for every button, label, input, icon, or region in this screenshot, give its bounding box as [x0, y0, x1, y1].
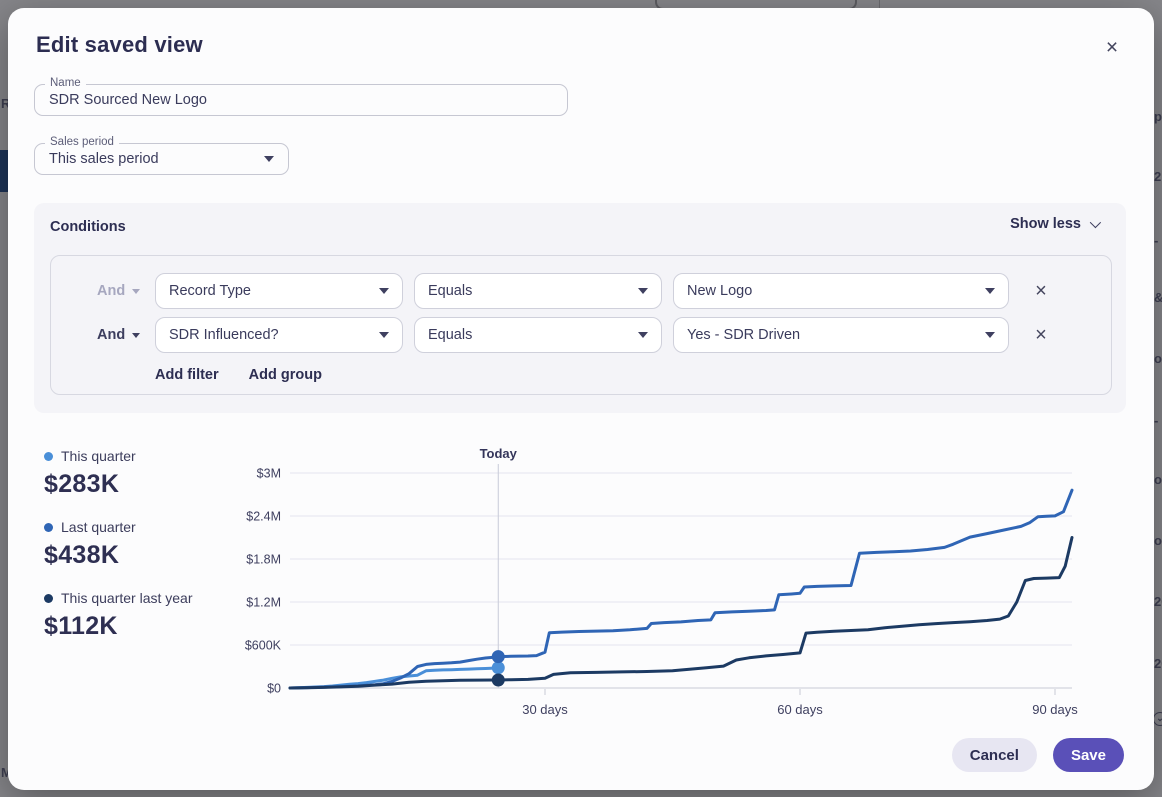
value-value: New Logo: [687, 283, 753, 299]
modal-footer: Cancel Save: [951, 738, 1124, 772]
dropdown-arrow-icon: [379, 332, 389, 338]
legend-value: $438K: [44, 541, 120, 569]
comparator-dropdown[interactable]: Equals: [414, 317, 662, 353]
legend-item: Last quarter: [44, 519, 234, 535]
series-line: [288, 488, 1074, 690]
show-less-button[interactable]: Show less: [1010, 216, 1102, 232]
backdrop-text-fragment: o: [1154, 351, 1162, 366]
condition-row: And Record Type Equals New Logo ×: [97, 273, 1054, 309]
dropdown-arrow-icon: [985, 288, 995, 294]
sales-period-value: This sales period: [49, 151, 159, 167]
comparator-dropdown[interactable]: Equals: [414, 273, 662, 309]
dropdown-arrow-icon: [132, 332, 141, 338]
backdrop-text-fragment: 20: [1154, 594, 1162, 609]
legend-label: This quarter: [61, 448, 136, 464]
backdrop-text-fragment: 20: [1154, 656, 1162, 671]
field-value: SDR Influenced?: [169, 327, 279, 343]
backdrop-text-fragment: o: [1154, 533, 1162, 548]
today-value-dot: [491, 661, 505, 675]
field-dropdown[interactable]: Record Type: [155, 273, 403, 309]
backdrop-text-fragment: 2: [1154, 169, 1162, 184]
value-dropdown[interactable]: Yes - SDR Driven: [673, 317, 1009, 353]
legend-dot-this-quarter-last-year: [44, 593, 53, 603]
condition-row: And SDR Influenced? Equals Yes - SDR Dri…: [97, 317, 1054, 353]
backdrop-text-fragment: or: [1154, 472, 1162, 487]
circled-chevron-icon: ⌄: [1153, 712, 1162, 726]
sales-period-label: Sales period: [45, 136, 119, 148]
remove-condition-icon[interactable]: ×: [1028, 278, 1054, 304]
dropdown-arrow-icon: [264, 156, 274, 162]
conditions-title: Conditions: [50, 219, 126, 235]
operator-label: And: [97, 327, 126, 343]
comparator-value: Equals: [428, 327, 473, 343]
add-group-button[interactable]: Add group: [248, 367, 322, 383]
add-buttons-row: Add filter Add group: [155, 367, 322, 383]
legend-item: This quarter: [44, 448, 234, 464]
comparator-value: Equals: [428, 283, 473, 299]
y-axis-tick-label: $2.4M: [246, 510, 281, 524]
x-axis-tick-label: 30 days: [522, 702, 568, 717]
field-value: Record Type: [169, 283, 251, 299]
chevron-down-icon: [1089, 216, 1102, 229]
cancel-button[interactable]: Cancel: [951, 738, 1037, 772]
field-dropdown[interactable]: SDR Influenced?: [155, 317, 403, 353]
close-icon[interactable]: ×: [1100, 36, 1124, 60]
today-value-dot: [491, 673, 505, 687]
legend-dot-last-quarter: [44, 522, 53, 532]
cumulative-revenue-line-chart: $0 $600K $1.2M $1.8M $2.4M $3M 30 days 60 days 9…: [245, 446, 1078, 717]
legend-label: Last quarter: [61, 519, 136, 535]
legend-item: This quarter last year: [44, 590, 234, 606]
show-less-label: Show less: [1010, 216, 1081, 232]
y-axis-tick-label: $600K: [245, 639, 282, 653]
value-dropdown[interactable]: New Logo: [673, 273, 1009, 309]
y-axis-tick-label: $0: [267, 682, 281, 696]
dropdown-arrow-icon: [638, 288, 648, 294]
chart-legend: This quarter $283K Last quarter $438K Th…: [44, 448, 234, 661]
background-selected-nav-block: [0, 150, 8, 192]
name-field[interactable]: Name: [34, 77, 568, 116]
x-axis-tick-label: 90 days: [1032, 702, 1078, 717]
y-axis-tick-label: $1.2M: [246, 596, 281, 610]
legend-value: $283K: [44, 470, 120, 498]
backdrop-text-fragment: M: [1, 765, 12, 780]
value-value: Yes - SDR Driven: [687, 327, 801, 343]
today-label: Today: [480, 446, 518, 461]
conditions-card: Conditions Show less And Record Type Equ…: [34, 203, 1126, 413]
backdrop-text-fragment: p: [1154, 109, 1162, 124]
background-divider: [879, 0, 880, 8]
y-axis-tick-label: $3M: [257, 467, 281, 481]
conditions-group-box: And Record Type Equals New Logo ×: [50, 255, 1112, 395]
series-line: [288, 536, 1074, 690]
x-axis-tick-label: 60 days: [777, 702, 823, 717]
operator-label: And: [97, 283, 126, 299]
backdrop-text-fragment: -: [1154, 233, 1159, 248]
y-axis-tick-label: $1.8M: [246, 553, 281, 567]
add-filter-button[interactable]: Add filter: [155, 367, 219, 383]
name-field-label: Name: [45, 77, 86, 89]
legend-label: This quarter last year: [61, 590, 193, 606]
legend-value: $112K: [44, 612, 118, 640]
name-input[interactable]: [35, 85, 567, 115]
dropdown-arrow-icon: [132, 288, 141, 294]
dropdown-arrow-icon: [379, 288, 389, 294]
save-button[interactable]: Save: [1052, 738, 1124, 772]
remove-condition-icon[interactable]: ×: [1028, 322, 1054, 348]
edit-saved-view-modal: Edit saved view × Name Sales period This…: [8, 8, 1154, 790]
operator-dropdown[interactable]: And: [97, 283, 141, 299]
backdrop-text-fragment: R: [1, 96, 11, 111]
dropdown-arrow-icon: [985, 332, 995, 338]
backdrop-text-fragment: -: [1154, 413, 1159, 428]
backdrop-text-fragment: &: [1154, 291, 1162, 305]
legend-dot-this-quarter: [44, 451, 53, 461]
modal-title: Edit saved view: [36, 32, 203, 57]
today-value-dot: [491, 650, 505, 664]
dropdown-arrow-icon: [638, 332, 648, 338]
operator-dropdown[interactable]: And: [97, 327, 141, 343]
sales-period-select[interactable]: Sales period This sales period: [34, 136, 289, 175]
